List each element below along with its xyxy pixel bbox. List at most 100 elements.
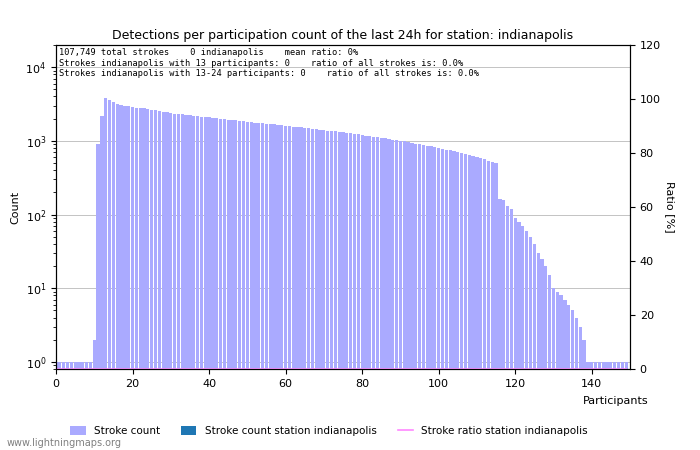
Bar (606, 362, 609, 450)
Bar (376, 137, 379, 450)
Bar (284, 126, 287, 450)
Stroke ratio station indianapolis (239, 366, 248, 372)
Bar (227, 120, 230, 450)
Bar (211, 118, 214, 450)
Bar (372, 137, 375, 450)
Bar (579, 327, 582, 450)
Text: Participants: Participants (583, 396, 649, 406)
Bar (548, 275, 552, 450)
Bar (123, 106, 127, 450)
Bar (540, 259, 544, 450)
Bar (617, 362, 620, 450)
Bar (192, 116, 195, 450)
Bar (510, 209, 513, 450)
Bar (544, 266, 547, 450)
Stroke ratio station indianapolis (278, 366, 286, 372)
Bar (437, 148, 440, 450)
Stroke ratio station indianapolis (373, 366, 382, 372)
Bar (452, 151, 456, 450)
Stroke ratio station indianapolis (522, 366, 531, 372)
Bar (154, 110, 157, 450)
Bar (100, 116, 104, 450)
Bar (276, 125, 279, 450)
Bar (456, 152, 459, 450)
Bar (139, 108, 142, 450)
Bar (494, 163, 498, 450)
Bar (529, 237, 532, 450)
Stroke ratio station indianapolis (350, 366, 358, 372)
Bar (246, 122, 249, 450)
Bar (460, 153, 463, 450)
Bar (292, 126, 295, 450)
Bar (449, 150, 452, 450)
Title: Detections per participation count of the last 24h for station: indianapolis: Detections per participation count of th… (113, 29, 573, 42)
Bar (601, 362, 605, 450)
Bar (307, 128, 310, 450)
Stroke ratio station indianapolis (446, 366, 454, 372)
Bar (215, 118, 218, 450)
Bar (269, 124, 272, 450)
Bar (598, 362, 601, 450)
Bar (486, 161, 490, 450)
Bar (162, 112, 164, 450)
Bar (567, 305, 570, 450)
Bar (177, 114, 180, 450)
Bar (207, 117, 211, 450)
Bar (421, 145, 425, 450)
Bar (587, 362, 589, 450)
Bar (165, 112, 169, 450)
Bar (621, 362, 624, 450)
Bar (609, 362, 612, 450)
Bar (108, 100, 111, 450)
Bar (127, 106, 130, 450)
Bar (89, 362, 92, 450)
Bar (556, 292, 559, 450)
Bar (81, 362, 85, 450)
Bar (475, 157, 479, 450)
Bar (196, 116, 200, 450)
Bar (525, 231, 528, 450)
Y-axis label: Ratio [%]: Ratio [%] (665, 181, 675, 233)
Bar (185, 115, 188, 450)
Bar (483, 159, 486, 450)
Bar (92, 340, 96, 450)
Bar (559, 295, 563, 450)
Bar (234, 121, 237, 450)
Bar (146, 109, 150, 450)
Bar (326, 130, 329, 450)
Bar (575, 318, 578, 450)
Bar (303, 128, 307, 450)
Stroke ratio station indianapolis (52, 366, 60, 372)
Bar (77, 362, 80, 450)
Bar (613, 362, 616, 450)
Bar (395, 140, 398, 450)
Bar (295, 127, 299, 450)
Bar (498, 199, 501, 450)
Bar (353, 134, 356, 450)
Bar (502, 201, 505, 450)
Bar (142, 108, 146, 450)
Bar (158, 111, 161, 450)
Bar (318, 130, 322, 450)
Bar (58, 362, 62, 450)
Bar (265, 124, 268, 450)
Bar (280, 126, 284, 450)
Bar (150, 110, 153, 450)
Bar (506, 206, 509, 450)
Bar (399, 141, 402, 450)
Bar (571, 310, 574, 450)
Bar (379, 138, 383, 450)
Bar (624, 362, 628, 450)
Stroke ratio station indianapolis (622, 366, 631, 372)
Bar (491, 162, 494, 450)
Bar (104, 98, 107, 450)
Bar (249, 122, 253, 450)
Bar (116, 104, 119, 450)
Bar (342, 132, 344, 450)
Bar (533, 244, 536, 450)
Bar (590, 362, 594, 450)
Bar (391, 140, 394, 450)
Bar (314, 129, 318, 450)
Bar (402, 141, 406, 450)
Bar (594, 362, 597, 450)
